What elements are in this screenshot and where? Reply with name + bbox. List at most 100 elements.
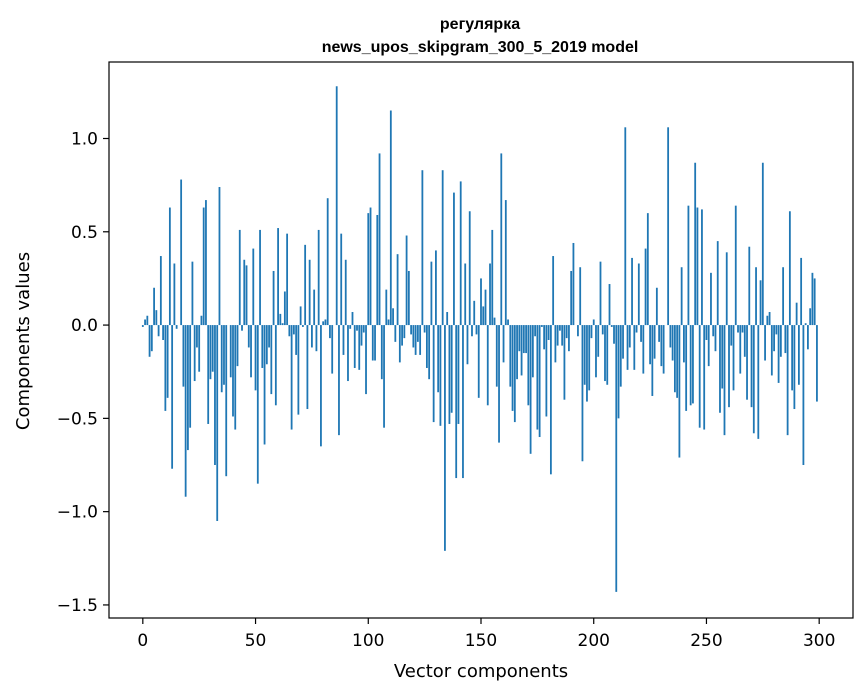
bar [300, 306, 302, 325]
bar [385, 290, 387, 325]
bar [627, 325, 629, 370]
bar [142, 325, 144, 327]
bar [712, 325, 714, 336]
bar [189, 325, 191, 428]
bar [541, 325, 543, 327]
bar [347, 325, 349, 381]
bar [322, 321, 324, 325]
bar [164, 325, 166, 411]
bar [201, 316, 203, 325]
bar [532, 325, 534, 377]
bar [600, 262, 602, 325]
bar [268, 325, 270, 347]
bar [205, 200, 207, 325]
bar [679, 325, 681, 457]
bar [146, 316, 148, 325]
bar [793, 325, 795, 409]
bar [494, 318, 496, 325]
bar [699, 325, 701, 428]
bar [512, 325, 514, 411]
bar [367, 213, 369, 325]
bar [376, 215, 378, 325]
bar [212, 325, 214, 372]
bar [751, 325, 753, 407]
bar [455, 325, 457, 478]
x-tick-label: 50 [245, 631, 267, 651]
bar [234, 325, 236, 429]
bar [372, 325, 374, 360]
bar [654, 325, 656, 359]
bar [775, 325, 777, 334]
bar [196, 325, 198, 347]
bar [778, 325, 780, 383]
bar [449, 325, 451, 424]
bar [814, 278, 816, 325]
bar [620, 325, 622, 387]
bar [216, 325, 218, 521]
bar [640, 325, 642, 342]
y-axis: −1.5−1.0−0.50.00.51.0 [57, 129, 109, 615]
bar [282, 323, 284, 325]
bar [791, 325, 793, 390]
bar [320, 325, 322, 446]
bar [417, 325, 419, 342]
bar [329, 325, 331, 338]
bar [277, 228, 279, 325]
y-tick-label: 0.0 [71, 316, 98, 336]
bar [198, 325, 200, 372]
bar [214, 325, 216, 465]
x-tick-label: 300 [803, 631, 835, 651]
bar [530, 325, 532, 454]
bar [223, 325, 225, 385]
bar [746, 325, 748, 400]
bar [539, 325, 541, 437]
bar [295, 325, 297, 355]
bar [724, 325, 726, 435]
bar [577, 325, 579, 336]
bar [451, 325, 453, 413]
bar [757, 325, 759, 439]
bar [424, 325, 426, 332]
bar [383, 325, 385, 428]
bar [534, 325, 536, 336]
bar [403, 325, 405, 338]
bar [816, 325, 818, 402]
bar [264, 325, 266, 444]
bar [381, 325, 383, 379]
bar [726, 252, 728, 325]
bar [721, 325, 723, 388]
bar [518, 325, 520, 351]
bar [415, 325, 417, 355]
bar [784, 325, 786, 353]
bar [593, 319, 595, 325]
bar [203, 208, 205, 326]
bar [192, 262, 194, 325]
bar [293, 325, 295, 334]
bar [548, 325, 550, 340]
bar [764, 325, 766, 360]
bar [390, 111, 392, 326]
bar [606, 325, 608, 385]
bar [460, 181, 462, 325]
bar [582, 325, 584, 461]
bar [516, 325, 518, 379]
bar [275, 325, 277, 405]
bar [629, 325, 631, 347]
bar [325, 319, 327, 325]
bar [557, 325, 559, 346]
bar [270, 325, 272, 394]
bar [297, 325, 299, 415]
bar [579, 267, 581, 325]
bar [769, 312, 771, 325]
bar [737, 325, 739, 332]
bar [500, 153, 502, 325]
bar [248, 325, 250, 347]
bar [158, 325, 160, 336]
bar [561, 325, 563, 346]
bar [660, 325, 662, 366]
bar [410, 325, 412, 334]
bar [401, 325, 403, 346]
bar [162, 325, 164, 340]
